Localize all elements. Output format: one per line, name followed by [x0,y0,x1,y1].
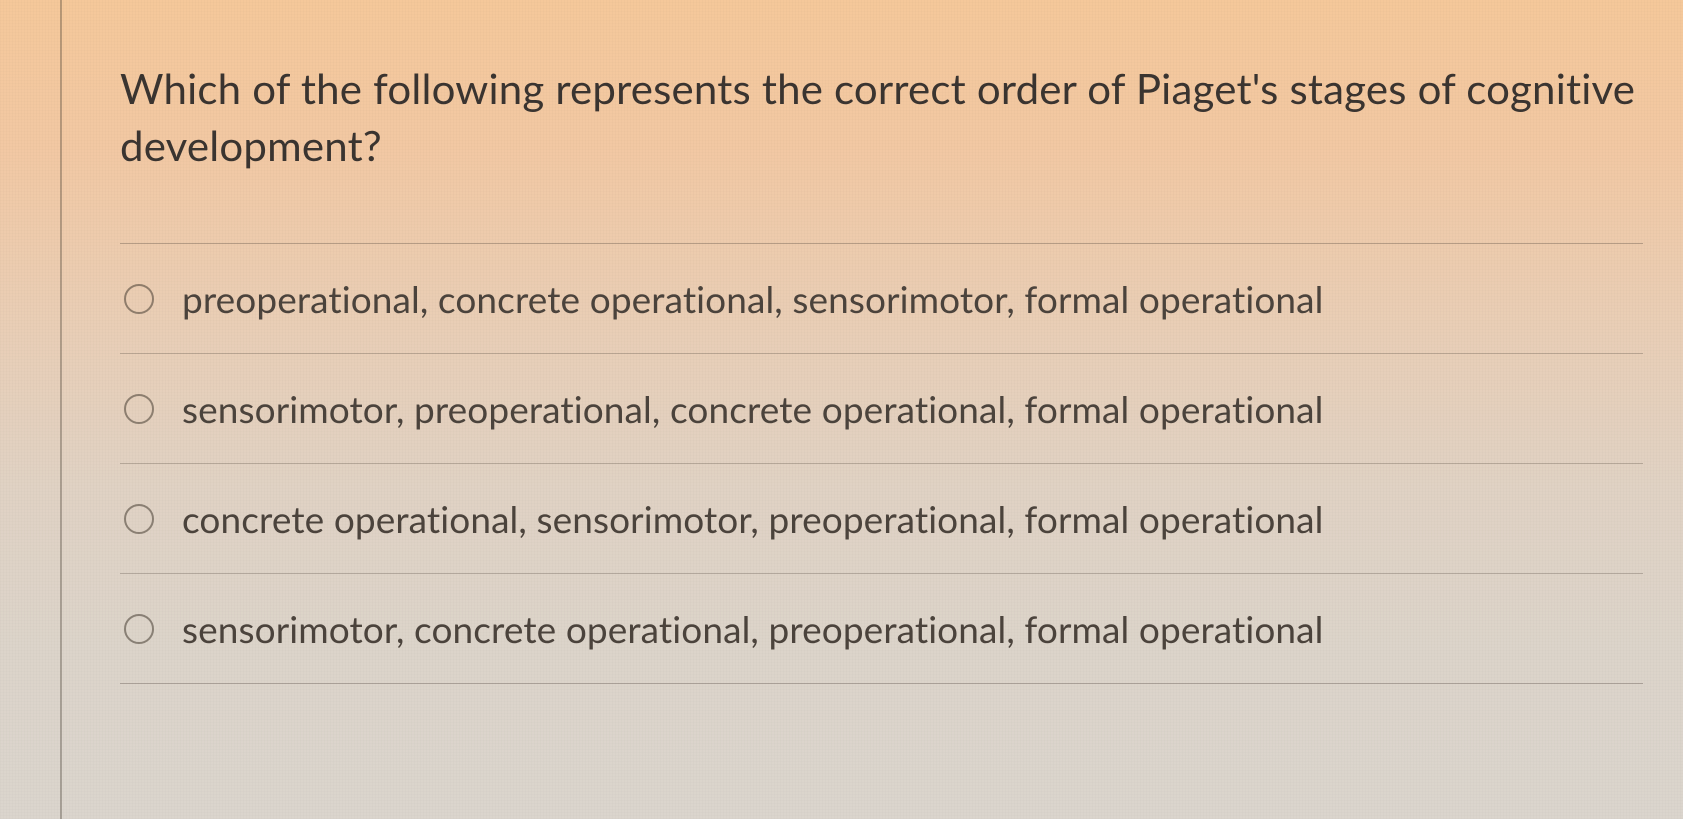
option-label-3: sensorimotor, concrete operational, preo… [182,606,1324,651]
radio-icon[interactable] [124,394,154,424]
option-row-3[interactable]: sensorimotor, concrete operational, preo… [120,574,1643,684]
radio-icon[interactable] [124,504,154,534]
left-vertical-rule [60,0,62,819]
question-text: Which of the following represents the co… [120,60,1643,173]
option-row-0[interactable]: preoperational, concrete operational, se… [120,244,1643,354]
option-label-1: sensorimotor, preoperational, concrete o… [182,386,1324,431]
option-label-0: preoperational, concrete operational, se… [182,276,1324,321]
radio-icon[interactable] [124,614,154,644]
option-row-1[interactable]: sensorimotor, preoperational, concrete o… [120,354,1643,464]
question-container: Which of the following represents the co… [120,60,1643,684]
radio-icon[interactable] [124,284,154,314]
option-label-2: concrete operational, sensorimotor, preo… [182,496,1324,541]
option-row-2[interactable]: concrete operational, sensorimotor, preo… [120,464,1643,574]
options-list: preoperational, concrete operational, se… [120,243,1643,684]
